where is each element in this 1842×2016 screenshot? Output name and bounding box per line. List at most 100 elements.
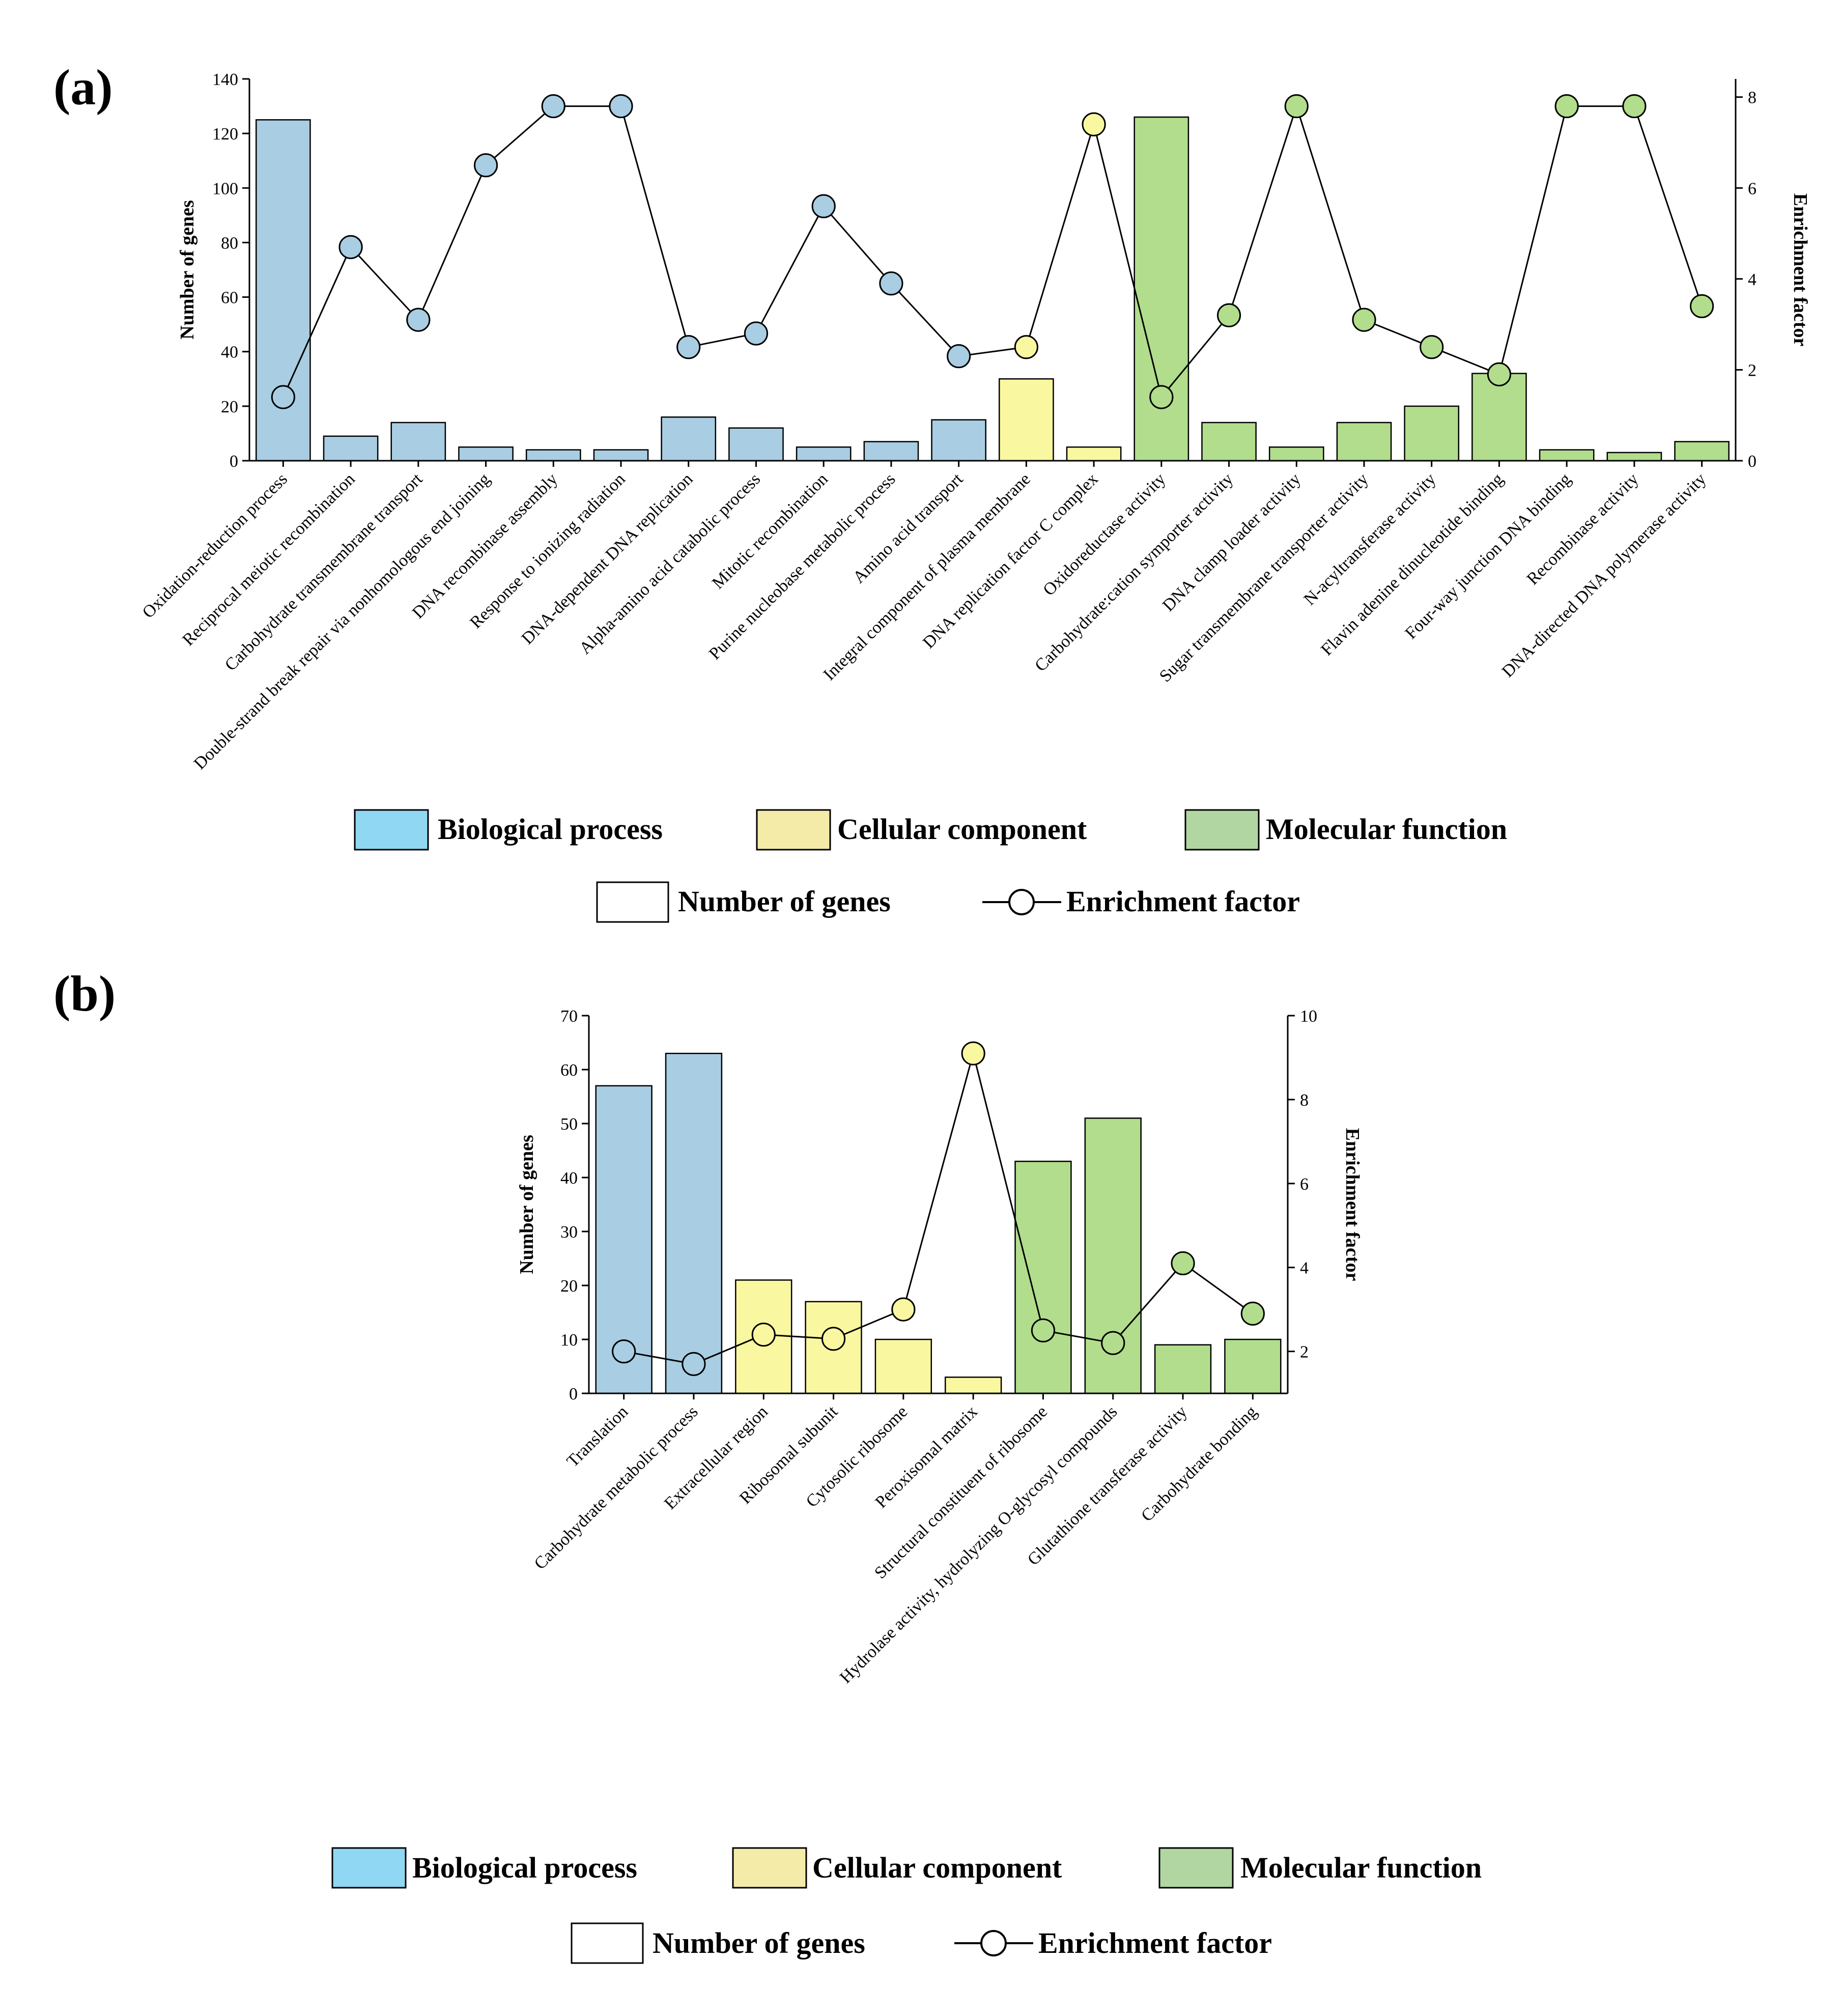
enrichment-point-b-4 — [891, 1297, 916, 1322]
enrichment-point-b-6 — [1031, 1318, 1056, 1342]
bar-a-12 — [1066, 446, 1122, 462]
chart-b: (b) 0 10 20 30 40 50 60 70 2 4 6 8 10 Number of gene… — [53, 965, 1482, 1964]
enrichment-point-b-2 — [751, 1322, 776, 1347]
y-tick-label-a-3: 60 — [221, 289, 238, 307]
legend-b-swatch-biological — [331, 1847, 407, 1889]
legend-b-swatch-number-of-genes — [571, 1922, 644, 1964]
legend-swatch-cellular — [756, 809, 831, 851]
bar-a-4 — [525, 449, 581, 462]
y2-axis-title-a: Enrichment factor — [1790, 193, 1811, 347]
bar-a-9 — [863, 441, 919, 462]
enrichment-point-b-1 — [682, 1352, 706, 1376]
enrichment-point-b-5 — [961, 1041, 985, 1066]
legend-label-molecular: Molecular function — [1266, 813, 1507, 846]
enrichment-point-a-21 — [1690, 294, 1714, 319]
bar-a-20 — [1606, 452, 1662, 462]
legend-b-label-cellular: Cellular component — [812, 1851, 1062, 1884]
panel-label-b: (b) — [53, 965, 116, 1022]
bar-a-3 — [458, 446, 514, 462]
enrichment-point-a-4 — [541, 94, 565, 119]
bar-a-18 — [1471, 373, 1527, 462]
legend-a-series: Number of genes Enrichment factor — [596, 881, 1300, 923]
legend-b-swatch-molecular — [1158, 1847, 1234, 1889]
y2-tick-label-b-3: 8 — [1300, 1091, 1309, 1110]
legend-b-swatch-cellular — [732, 1847, 807, 1889]
y-tick-label-b-6: 60 — [560, 1061, 578, 1080]
bar-a-10 — [931, 419, 986, 462]
y-tick-label-a-4: 80 — [221, 234, 238, 253]
legend-swatch-molecular — [1184, 809, 1260, 851]
legend-b-series: Number of genes Enrichment factor — [571, 1922, 1272, 1964]
legend-a-groups: Biological process Cellular component Mo… — [354, 809, 1507, 851]
enrichment-point-a-3 — [473, 153, 498, 178]
y-tick-label-b-0: 0 — [569, 1385, 578, 1404]
y2-tick-label-a-0: 0 — [1748, 452, 1756, 471]
category-label-a-10: Amino acid transport — [849, 469, 967, 587]
y-tick-label-a-1: 20 — [221, 398, 238, 416]
enrichment-line-b — [624, 1050, 1254, 1365]
bar-b-5 — [944, 1376, 1002, 1394]
enrichment-point-a-9 — [879, 271, 903, 296]
legend-label-biological: Biological process — [438, 813, 663, 846]
legend-label-cellular: Cellular component — [837, 813, 1087, 846]
enrichment-point-a-15 — [1284, 94, 1309, 119]
bar-a-2 — [390, 422, 446, 462]
legend-b-label-molecular: Molecular function — [1240, 1851, 1482, 1884]
y-tick-label-a-2: 40 — [221, 343, 238, 362]
bar-a-8 — [796, 446, 852, 462]
bar-a-17 — [1404, 405, 1460, 462]
category-label-a-4: DNA recombinase assembly — [409, 469, 561, 622]
bar-a-0 — [256, 119, 311, 462]
legend-b-label-biological: Biological process — [412, 1851, 637, 1884]
category-label-a-15: DNA clamp loader activity — [1159, 469, 1305, 615]
bar-a-16 — [1336, 422, 1392, 462]
enrichment-point-a-11 — [1014, 335, 1038, 359]
bar-b-8 — [1154, 1344, 1212, 1394]
y-axis-title-b: Number of genes — [516, 1135, 537, 1274]
category-label-a-8: Mitotic recombination — [709, 469, 832, 593]
y-tick-label-a-0: 0 — [230, 452, 238, 471]
category-label-a-20: Recombinase activity — [1523, 469, 1642, 589]
enrichment-point-a-17 — [1420, 335, 1444, 359]
bar-b-1 — [665, 1052, 723, 1394]
enrichment-point-a-18 — [1487, 362, 1512, 386]
bar-b-6 — [1014, 1160, 1072, 1394]
panel-label-a: (a) — [53, 59, 113, 116]
enrichment-point-a-10 — [947, 344, 971, 369]
enrichment-point-a-16 — [1352, 307, 1376, 332]
enrichment-point-a-19 — [1554, 94, 1579, 119]
legend-label-number-of-genes: Number of genes — [678, 885, 891, 918]
y2-tick-label-a-4: 8 — [1748, 89, 1756, 107]
legend-swatch-biological — [354, 809, 429, 851]
enrichment-point-a-8 — [811, 194, 836, 218]
legend-b-marker-sample — [980, 1930, 1007, 1956]
legend-b-label-enrichment-factor: Enrichment factor — [1038, 1926, 1272, 1959]
category-label-b-9: Carbohydrate bonding — [1138, 1402, 1261, 1525]
enrichment-point-a-5 — [609, 94, 633, 119]
chart-a: (a) 0 20 40 60 80 100 120 140 0 2 4 6 8 Number of ge… — [53, 59, 1811, 923]
y2-tick-label-a-2: 4 — [1748, 270, 1756, 289]
bar-a-21 — [1674, 441, 1730, 462]
enrichment-point-b-9 — [1240, 1301, 1265, 1326]
y-tick-label-a-5: 100 — [212, 179, 238, 198]
legend-b-label-number-of-genes: Number of genes — [653, 1926, 865, 1959]
enrichment-point-a-14 — [1216, 303, 1241, 327]
bar-a-7 — [728, 427, 784, 462]
bar-a-14 — [1201, 422, 1257, 462]
enrichment-point-a-6 — [676, 335, 701, 359]
y2-axis-title-b: Enrichment factor — [1342, 1128, 1363, 1281]
y2-tick-label-a-1: 2 — [1748, 361, 1756, 380]
legend-swatch-number-of-genes — [596, 881, 669, 923]
enrichment-point-a-2 — [406, 307, 431, 332]
bar-a-11 — [999, 378, 1054, 462]
legend-b-groups: Biological process Cellular component Mo… — [331, 1847, 1482, 1889]
enrichment-point-a-20 — [1622, 94, 1647, 119]
category-label-a-17: N-acyltransferase activity — [1300, 469, 1440, 609]
enrichment-point-a-13 — [1149, 385, 1174, 409]
y2-tick-label-a-3: 6 — [1748, 179, 1756, 198]
y2-tick-label-b-1: 4 — [1300, 1259, 1309, 1278]
bar-a-1 — [323, 435, 379, 462]
y-tick-label-b-1: 10 — [560, 1331, 578, 1350]
category-label-a-13: Oxidoreductase activity — [1039, 469, 1169, 599]
